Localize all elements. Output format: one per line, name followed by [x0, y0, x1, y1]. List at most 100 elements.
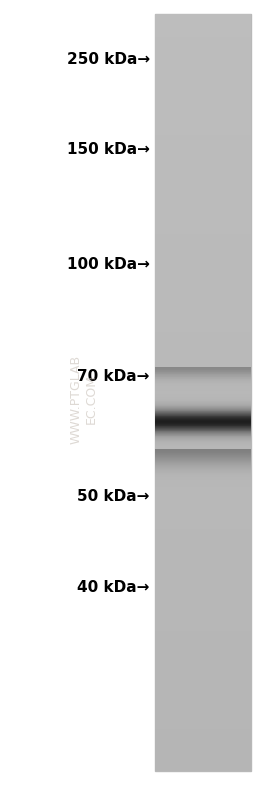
Bar: [155, 475, 251, 476]
Bar: [155, 745, 251, 749]
Bar: [155, 264, 251, 268]
Bar: [155, 344, 251, 348]
Bar: [155, 14, 251, 771]
Bar: [155, 551, 251, 555]
Bar: [155, 226, 251, 230]
Text: 100 kDa→: 100 kDa→: [67, 256, 150, 272]
Bar: [155, 306, 251, 309]
Bar: [155, 446, 251, 450]
Bar: [155, 756, 251, 760]
Bar: [155, 389, 251, 392]
Bar: [155, 86, 251, 90]
Bar: [155, 109, 251, 113]
Bar: [155, 78, 251, 82]
Bar: [155, 479, 251, 480]
Bar: [155, 211, 251, 215]
Bar: [155, 442, 251, 446]
Bar: [155, 688, 251, 692]
Bar: [155, 317, 251, 321]
Bar: [155, 370, 251, 374]
Bar: [155, 477, 251, 479]
Bar: [155, 472, 251, 474]
Bar: [155, 563, 251, 566]
Bar: [155, 336, 251, 340]
Bar: [155, 324, 251, 328]
Bar: [155, 396, 251, 400]
Bar: [155, 455, 251, 456]
Bar: [155, 56, 251, 60]
Bar: [155, 459, 251, 460]
Bar: [155, 60, 251, 64]
Bar: [155, 150, 251, 154]
Bar: [155, 662, 251, 665]
Bar: [155, 540, 251, 544]
Bar: [155, 764, 251, 767]
Bar: [155, 480, 251, 481]
Bar: [155, 185, 251, 189]
Bar: [155, 710, 251, 714]
Bar: [155, 177, 251, 181]
Bar: [155, 714, 251, 718]
Bar: [155, 105, 251, 109]
Bar: [155, 456, 251, 457]
Bar: [155, 200, 251, 204]
Bar: [155, 451, 251, 452]
Bar: [155, 359, 251, 363]
Bar: [155, 695, 251, 699]
Bar: [155, 559, 251, 563]
Bar: [155, 665, 251, 669]
Text: 150 kDa→: 150 kDa→: [67, 141, 150, 157]
Bar: [155, 355, 251, 359]
Bar: [155, 366, 251, 370]
Bar: [155, 52, 251, 56]
Bar: [155, 514, 251, 518]
Text: 40 kDa→: 40 kDa→: [78, 580, 150, 595]
Bar: [155, 215, 251, 219]
Bar: [155, 474, 251, 475]
Bar: [155, 684, 251, 688]
Bar: [155, 75, 251, 78]
Bar: [155, 582, 251, 586]
Bar: [155, 510, 251, 514]
Bar: [155, 291, 251, 294]
Bar: [155, 646, 251, 650]
Bar: [155, 471, 251, 472]
Bar: [155, 45, 251, 49]
Bar: [155, 570, 251, 574]
Bar: [155, 256, 251, 260]
Bar: [155, 452, 251, 454]
Bar: [155, 566, 251, 570]
Bar: [155, 298, 251, 302]
Bar: [155, 479, 251, 483]
Bar: [155, 230, 251, 234]
Bar: [155, 503, 251, 507]
Bar: [155, 419, 251, 423]
Bar: [155, 204, 251, 207]
Bar: [155, 321, 251, 324]
Bar: [155, 467, 251, 469]
Bar: [155, 525, 251, 529]
Bar: [155, 574, 251, 578]
Bar: [155, 677, 251, 680]
Bar: [155, 752, 251, 756]
Bar: [155, 457, 251, 459]
Bar: [155, 260, 251, 264]
Bar: [155, 132, 251, 136]
Bar: [155, 219, 251, 222]
Bar: [155, 169, 251, 173]
Bar: [155, 733, 251, 737]
Bar: [155, 193, 251, 196]
Bar: [155, 415, 251, 419]
Bar: [155, 650, 251, 654]
Bar: [155, 476, 251, 479]
Bar: [155, 113, 251, 117]
Bar: [155, 237, 251, 241]
Bar: [155, 627, 251, 631]
Bar: [155, 608, 251, 612]
Bar: [155, 348, 251, 351]
Bar: [155, 37, 251, 41]
Bar: [155, 162, 251, 165]
Bar: [155, 460, 251, 461]
Bar: [155, 457, 251, 461]
Bar: [155, 207, 251, 211]
